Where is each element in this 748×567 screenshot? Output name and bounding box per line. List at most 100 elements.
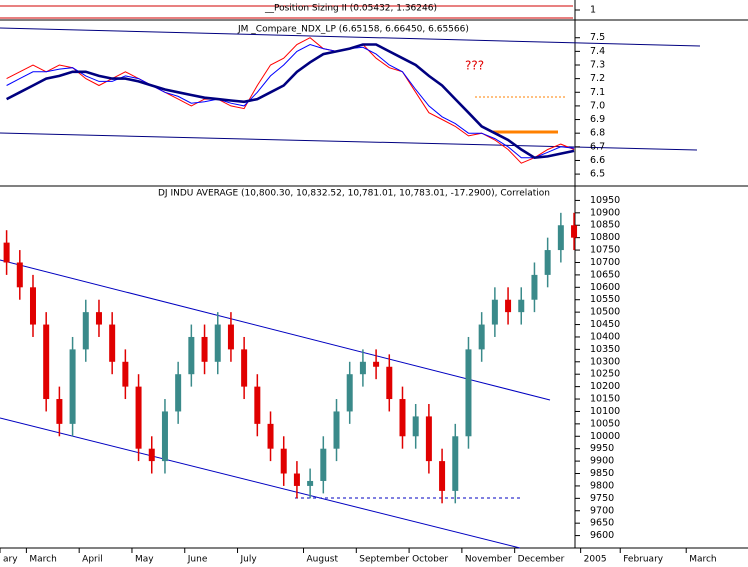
y-tick-label: 10250 bbox=[590, 369, 620, 380]
bar-body bbox=[478, 324, 485, 350]
bar-body bbox=[544, 250, 551, 275]
y-tick-label: 10150 bbox=[590, 394, 620, 405]
y-tick-label: 10650 bbox=[590, 269, 620, 280]
x-tick-label: April bbox=[82, 555, 103, 565]
y-tick-label: 1 bbox=[590, 5, 596, 16]
trendline bbox=[0, 27, 701, 47]
bar-body bbox=[16, 262, 23, 288]
y-tick-label: 10600 bbox=[590, 282, 620, 293]
y-tick-label: 10050 bbox=[590, 418, 620, 429]
bar-body bbox=[373, 361, 380, 367]
bar-body bbox=[122, 361, 129, 387]
bar-body bbox=[175, 374, 182, 412]
bar-body bbox=[518, 299, 525, 313]
y-tick-label: 10350 bbox=[590, 344, 620, 355]
bar-body bbox=[82, 312, 89, 350]
y-tick-label: 10950 bbox=[590, 195, 620, 206]
bar-body bbox=[439, 461, 446, 491]
bar-body bbox=[201, 336, 208, 362]
y-tick-label: 6.8 bbox=[590, 128, 605, 139]
y-tick-label: 9750 bbox=[590, 493, 614, 504]
bar-body bbox=[571, 225, 578, 238]
y-tick-label: 9650 bbox=[590, 518, 614, 529]
bar-body bbox=[293, 473, 300, 486]
bar-body bbox=[161, 411, 168, 462]
y-tick-label: 10850 bbox=[590, 220, 620, 231]
bar-body bbox=[505, 299, 512, 313]
y-tick-label: 9800 bbox=[590, 480, 614, 491]
y-tick-label: 7.5 bbox=[590, 32, 605, 43]
trendline bbox=[0, 132, 698, 151]
bar-body bbox=[359, 361, 366, 375]
bar-body bbox=[254, 386, 261, 424]
x-tick-label: October bbox=[412, 555, 448, 565]
y-tick-label: 6.7 bbox=[590, 141, 605, 152]
y-tick-label: 10500 bbox=[590, 307, 620, 318]
y-tick-label: 10400 bbox=[590, 331, 620, 342]
bar-body bbox=[214, 324, 221, 362]
bar-body bbox=[320, 448, 327, 481]
strip-title: __Position Sizing II (0.05432, 1.36246) bbox=[264, 4, 437, 14]
x-tick-label: 2005 bbox=[584, 555, 607, 565]
x-tick-label: August bbox=[307, 555, 339, 565]
x-tick-label: July bbox=[240, 555, 258, 565]
x-tick-label: September bbox=[359, 555, 409, 565]
y-tick-label: 10300 bbox=[590, 356, 620, 367]
y-tick-label: 7.0 bbox=[590, 100, 605, 111]
bar-body bbox=[425, 416, 432, 462]
y-tick-label: 6.5 bbox=[590, 169, 605, 180]
panel-title: JM _Compare_NDX_LP (6.65158, 6.66450, 6.… bbox=[237, 25, 469, 35]
y-tick-label: 6.9 bbox=[590, 114, 605, 125]
y-tick-label: 9900 bbox=[590, 456, 614, 467]
x-tick-label: December bbox=[518, 555, 565, 565]
y-tick-label: 10900 bbox=[590, 207, 620, 218]
bar-body bbox=[412, 416, 419, 437]
bar-body bbox=[148, 448, 155, 462]
y-tick-label: 7.2 bbox=[590, 73, 605, 84]
bar-body bbox=[465, 349, 472, 437]
y-tick-label: 10800 bbox=[590, 232, 620, 243]
x-tick-label: ary bbox=[3, 555, 18, 565]
y-tick-label: 10200 bbox=[590, 381, 620, 392]
y-tick-label: 9600 bbox=[590, 530, 614, 541]
y-tick-label: 10550 bbox=[590, 294, 620, 305]
x-tick-label: February bbox=[623, 555, 664, 565]
bar-body bbox=[109, 324, 116, 362]
y-tick-label: 10450 bbox=[590, 319, 620, 330]
bar-body bbox=[399, 399, 406, 437]
y-tick-label: 10700 bbox=[590, 257, 620, 268]
bar-body bbox=[135, 386, 142, 449]
bar-body bbox=[531, 274, 538, 300]
x-tick-label: June bbox=[187, 555, 208, 565]
y-tick-label: 9850 bbox=[590, 468, 614, 479]
bar-body bbox=[346, 374, 353, 412]
bar-body bbox=[280, 448, 287, 474]
annotation: ??? bbox=[465, 59, 484, 73]
bar-body bbox=[452, 436, 459, 491]
x-tick-label: November bbox=[465, 555, 512, 565]
bar-body bbox=[3, 242, 10, 263]
y-tick-label: 9950 bbox=[590, 443, 614, 454]
y-tick-label: 7.3 bbox=[590, 60, 605, 71]
y-tick-label: 9700 bbox=[590, 505, 614, 516]
bar-body bbox=[29, 287, 36, 325]
y-tick-label: 7.4 bbox=[590, 46, 605, 57]
bar-body bbox=[227, 324, 234, 350]
channel-line bbox=[0, 259, 551, 401]
y-tick-label: 7.1 bbox=[590, 87, 605, 98]
bar-body bbox=[307, 480, 314, 486]
bar-body bbox=[557, 225, 564, 251]
bar-body bbox=[241, 349, 248, 387]
bar-body bbox=[333, 411, 340, 449]
series-line bbox=[6, 43, 575, 159]
bar-body bbox=[267, 423, 274, 449]
panel-title: DJ INDU AVERAGE (10,800.30, 10,832.52, 1… bbox=[158, 189, 550, 199]
channel-line bbox=[0, 417, 521, 549]
y-tick-label: 10000 bbox=[590, 431, 620, 442]
x-tick-label: March bbox=[689, 555, 716, 565]
bar-body bbox=[188, 336, 195, 375]
bar-body bbox=[43, 324, 50, 400]
x-tick-label: March bbox=[29, 555, 56, 565]
